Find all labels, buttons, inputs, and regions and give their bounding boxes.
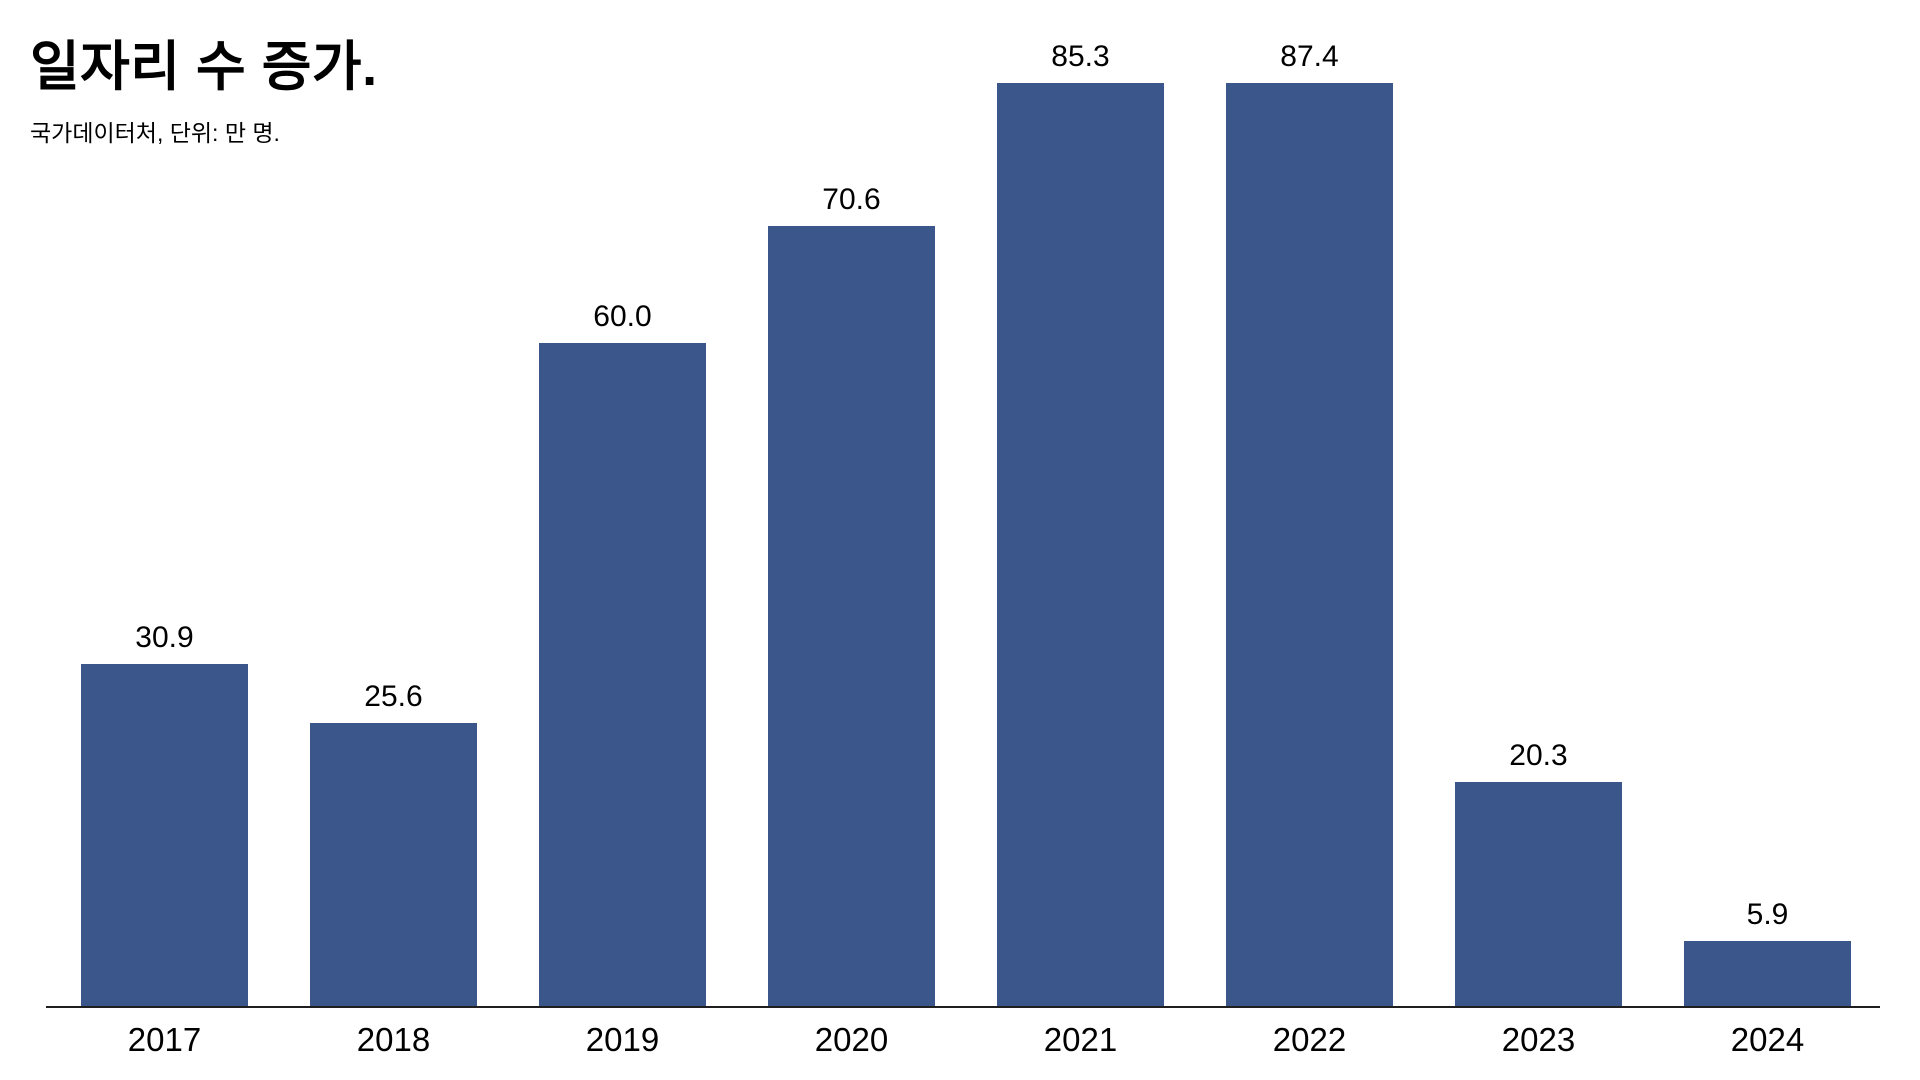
chart-header: 일자리 수 증가. 국가데이터처, 단위: 만 명.	[30, 36, 378, 148]
bar	[1455, 781, 1622, 1006]
plot-area: 30.9 25.6 60.0 70.6 85.3 87.4 20.3 5.9	[50, 40, 1882, 1006]
bar-slot: 25.6	[279, 40, 508, 1006]
bar	[1684, 940, 1851, 1006]
x-axis-labels: 2017 2018 2019 2020 2021 2022 2023 2024	[50, 1021, 1882, 1059]
x-axis-line	[46, 1006, 1880, 1008]
chart-title: 일자리 수 증가.	[30, 37, 378, 97]
bar-chart: 30.9 25.6 60.0 70.6 85.3 87.4 20.3 5.9 2017 2018…	[46, 40, 1882, 1059]
bar-value-label: 20.3	[1509, 738, 1568, 772]
bar	[539, 342, 706, 1006]
x-tick-label: 2020	[814, 1021, 889, 1058]
bar	[310, 723, 477, 1006]
bar-value-label: 5.9	[1746, 897, 1789, 931]
bar-value-label: 25.6	[364, 680, 423, 714]
bar	[997, 83, 1164, 1006]
bar	[81, 664, 248, 1006]
bar-value-label: 87.4	[1280, 40, 1339, 73]
bar-value-label: 30.9	[135, 621, 194, 655]
x-tick-label: 2022	[1272, 1021, 1347, 1058]
x-tick-label: 2019	[585, 1021, 660, 1058]
x-tick-label: 2017	[127, 1021, 202, 1058]
bar	[768, 225, 935, 1006]
bar-slot: 5.9	[1653, 40, 1882, 1006]
bar	[1226, 83, 1393, 1006]
x-tick-label: 2018	[356, 1021, 431, 1058]
bar-slot: 60.0	[508, 40, 737, 1006]
bar-slot: 85.3	[966, 40, 1195, 1006]
chart-subtitle: 국가데이터처, 단위: 만 명.	[30, 120, 280, 147]
bar-slot: 30.9	[50, 40, 279, 1006]
x-tick-label: 2023	[1501, 1021, 1576, 1058]
bar-value-label: 85.3	[1051, 40, 1110, 73]
bar-value-label: 70.6	[822, 182, 881, 216]
bar-value-label: 60.0	[593, 299, 652, 333]
bar-slot: 70.6	[737, 40, 966, 1006]
x-tick-label: 2024	[1730, 1021, 1805, 1058]
x-tick-label: 2021	[1043, 1021, 1118, 1058]
bar-slot: 87.4	[1195, 40, 1424, 1006]
bar-slot: 20.3	[1424, 40, 1653, 1006]
